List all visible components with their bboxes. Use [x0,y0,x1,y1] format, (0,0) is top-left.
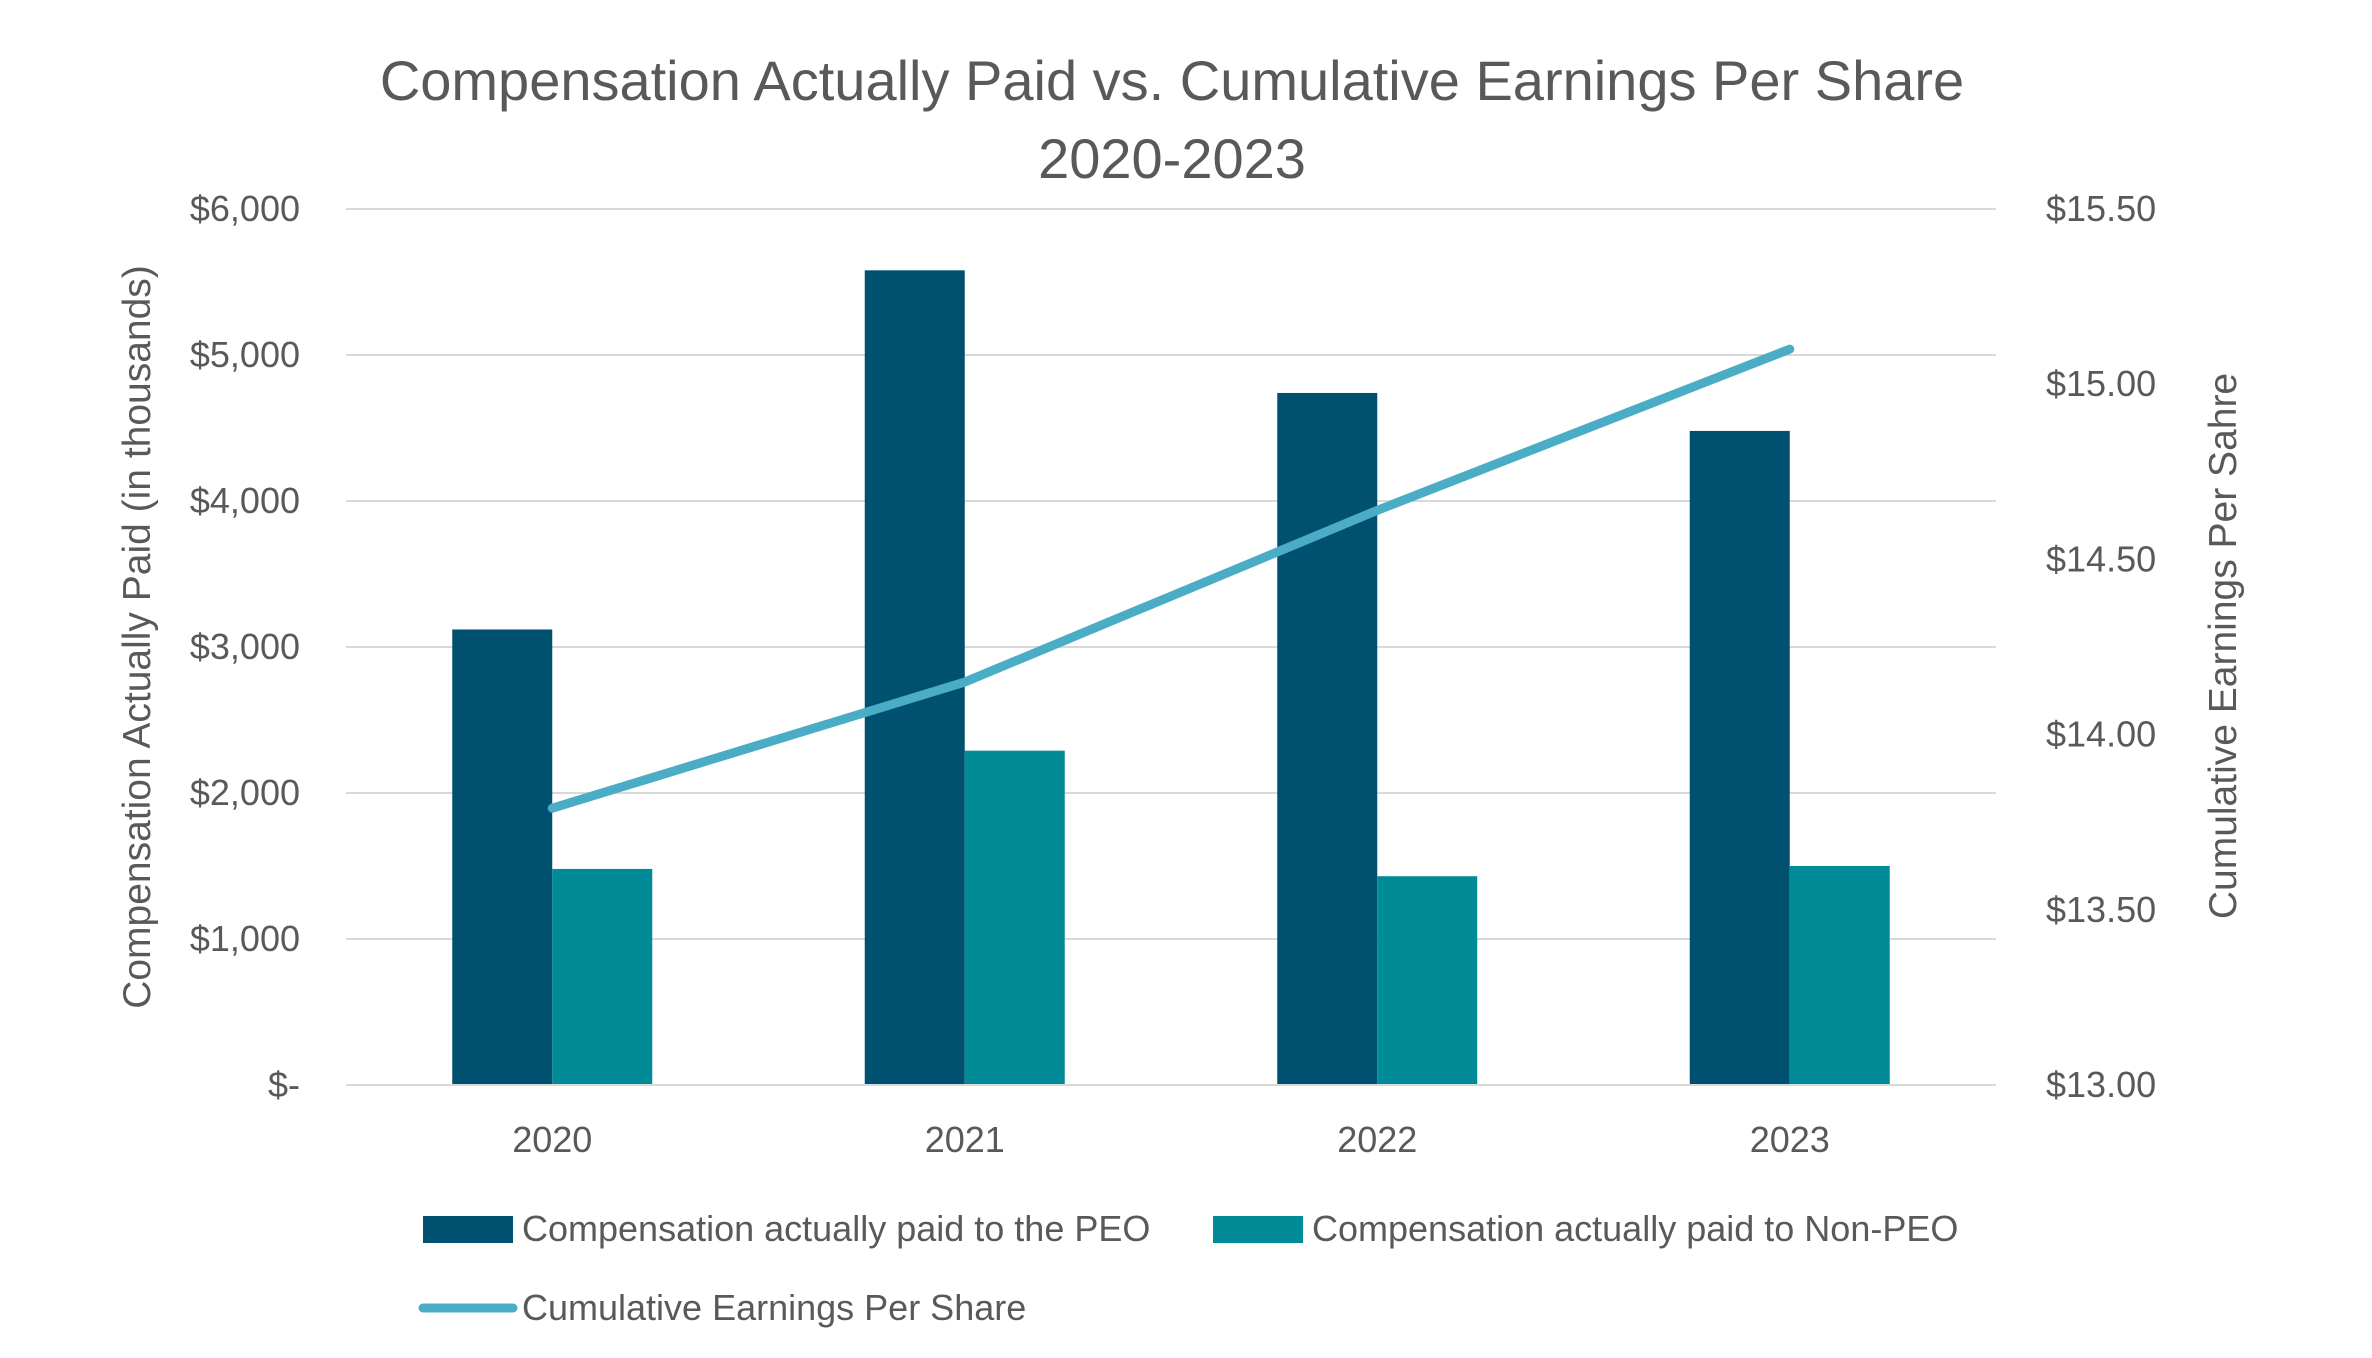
right-axis-ticks: $13.00 $13.50 $14.00 $14.50 $15.00 $15.50 [2046,188,2156,1105]
legend-swatch-peo [423,1216,513,1243]
right-tick-label: $13.50 [2046,889,2156,930]
right-tick-label: $15.50 [2046,188,2156,229]
x-tick-label: 2023 [1750,1119,1830,1160]
x-tick-label: 2022 [1337,1119,1417,1160]
left-tick-label: $6,000 [190,188,300,229]
bar-peo [1277,392,1378,1086]
left-tick-label: $4,000 [190,480,300,521]
right-tick-label: $14.00 [2046,714,2156,755]
right-tick-label: $14.50 [2046,538,2156,579]
legend-label-eps: Cumulative Earnings Per Share [522,1287,1026,1328]
left-tick-label: $3,000 [190,626,300,667]
bar-peo [864,270,965,1085]
x-axis-ticks: 2020 2021 2022 2023 [346,1084,1996,1160]
legend-label-non-peo: Compensation actually paid to Non-PEO [1312,1208,1958,1249]
right-tick-label: $15.00 [2046,363,2156,404]
eps-line-group [547,344,1795,813]
bar-non-peo [552,868,653,1085]
left-axis-title: Compensation Actually Paid (in thousands… [116,265,159,1009]
bar-non-peo [1789,866,1890,1085]
bar-non-peo [1377,876,1478,1085]
chart-subtitle: 2020-2023 [1038,127,1306,190]
right-axis-title: Cumulative Earnings Per Sahre [2202,373,2245,919]
bar-peo [452,629,553,1085]
left-tick-label: $5,000 [190,334,300,375]
legend: Compensation actually paid to the PEO Co… [418,1208,1958,1328]
x-tick-label: 2020 [512,1119,592,1160]
bar-non-peo [964,750,1065,1085]
left-tick-label: $- [268,1064,300,1105]
right-tick-label: $13.00 [2046,1064,2156,1105]
x-tick-label: 2021 [925,1119,1005,1160]
legend-swatch-non-peo [1213,1216,1303,1243]
left-tick-label: $2,000 [190,772,300,813]
eps-line [547,344,1795,813]
bar-peo [1689,430,1790,1085]
chart-title: Compensation Actually Paid vs. Cumulativ… [380,49,1964,112]
left-axis-ticks: $- $1,000 $2,000 $3,000 $4,000 $5,000 $6,000 [190,188,300,1105]
bars [452,270,1890,1086]
left-tick-label: $1,000 [190,918,300,959]
legend-label-peo: Compensation actually paid to the PEO [522,1208,1150,1249]
